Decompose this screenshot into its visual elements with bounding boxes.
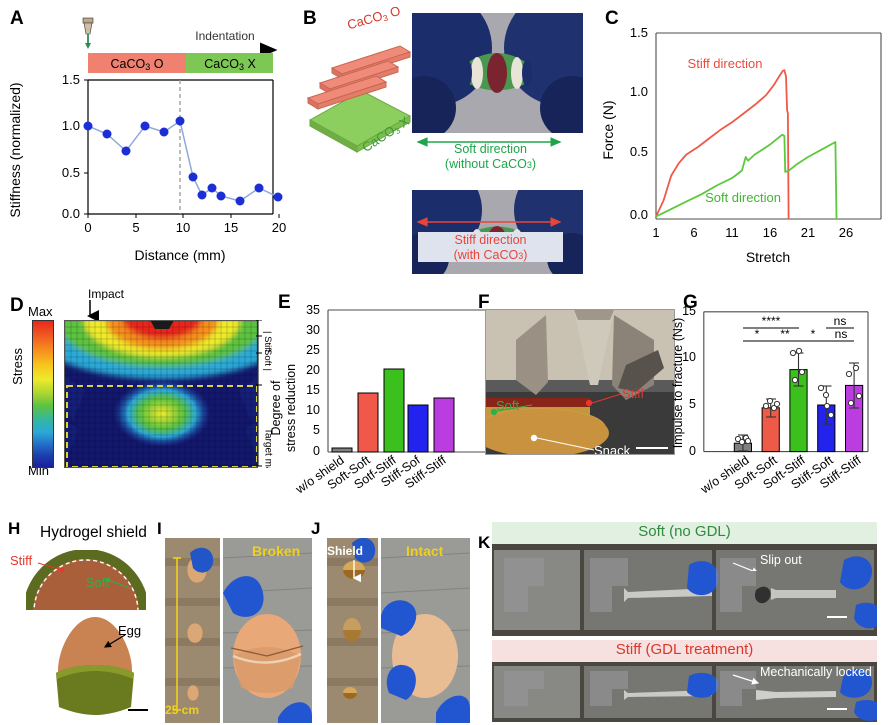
svg-text:16: 16 — [763, 225, 777, 240]
svg-text:Distance (mm): Distance (mm) — [134, 247, 225, 263]
svg-text:Stiffness (normalized): Stiffness (normalized) — [7, 82, 23, 217]
svg-text:25: 25 — [306, 343, 320, 357]
svg-text:1.5: 1.5 — [62, 72, 80, 87]
svg-text:5: 5 — [689, 397, 696, 411]
svg-text:Impact: Impact — [88, 288, 125, 300]
svg-text:0.5: 0.5 — [630, 144, 648, 159]
svg-text:Stretch: Stretch — [746, 249, 790, 265]
svg-text:CaCO3 O: CaCO3 O — [345, 3, 402, 33]
svg-text:1.5: 1.5 — [630, 25, 648, 40]
svg-text:21: 21 — [801, 225, 815, 240]
svg-text:Degree of: Degree of — [269, 380, 283, 435]
svg-text:ns: ns — [835, 327, 848, 341]
svg-text:30: 30 — [306, 323, 320, 337]
svg-text:0.0: 0.0 — [630, 207, 648, 222]
svg-text:Stiff direction: Stiff direction — [688, 56, 763, 71]
svg-text:0.0: 0.0 — [62, 206, 80, 221]
svg-text:11: 11 — [725, 225, 739, 240]
svg-text:CaCO3 X: CaCO3 X — [204, 57, 256, 72]
svg-text:1.0: 1.0 — [630, 84, 648, 99]
svg-text:ns: ns — [834, 314, 847, 328]
svg-text:CaCO3 O: CaCO3 O — [111, 57, 164, 72]
svg-text:Force (N): Force (N) — [600, 100, 616, 159]
svg-text:0.5: 0.5 — [62, 165, 80, 180]
svg-text:**: ** — [780, 327, 790, 341]
svg-text:stress reduction: stress reduction — [284, 364, 298, 452]
svg-text:15: 15 — [306, 383, 320, 397]
svg-text:35: 35 — [306, 303, 320, 317]
svg-text:5: 5 — [313, 423, 320, 437]
svg-text:20: 20 — [272, 220, 286, 235]
svg-text:0: 0 — [689, 444, 696, 458]
svg-text:Indentation: Indentation — [195, 29, 254, 43]
svg-text:10: 10 — [306, 403, 320, 417]
svg-text:5: 5 — [132, 220, 139, 235]
svg-text:Soft direction: Soft direction — [705, 190, 781, 205]
svg-text:*: * — [811, 327, 816, 341]
svg-text:1: 1 — [652, 225, 659, 240]
svg-text:15: 15 — [224, 220, 238, 235]
svg-text:0: 0 — [84, 220, 91, 235]
svg-text:26: 26 — [839, 225, 853, 240]
svg-text:*: * — [755, 327, 760, 341]
svg-text:Impulse to fracture (Ns): Impulse to fracture (Ns) — [671, 318, 685, 449]
svg-text:6: 6 — [690, 225, 697, 240]
svg-text:15: 15 — [682, 304, 696, 318]
svg-text:1.0: 1.0 — [62, 118, 80, 133]
svg-text:0: 0 — [313, 444, 320, 458]
svg-text:20: 20 — [306, 363, 320, 377]
svg-text:****: **** — [762, 314, 781, 328]
svg-text:10: 10 — [176, 220, 190, 235]
